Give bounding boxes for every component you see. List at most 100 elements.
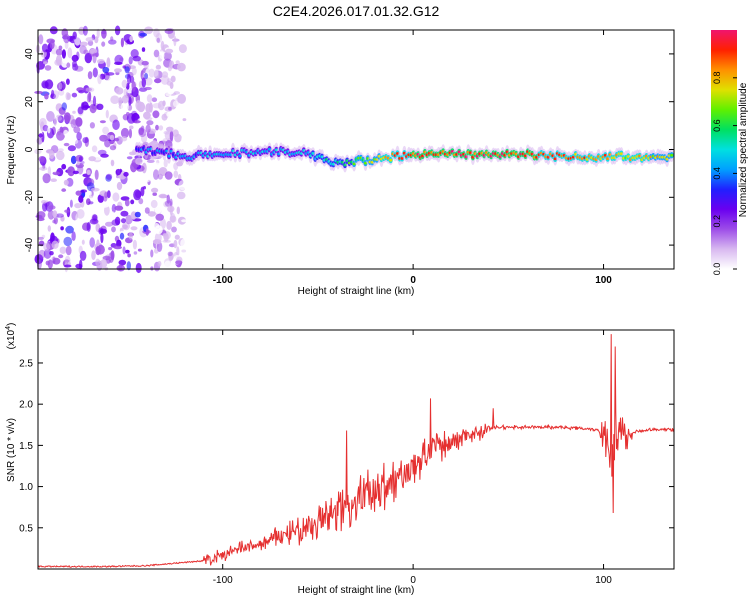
noise-blob — [47, 126, 51, 134]
noise-blob — [157, 260, 162, 267]
noise-blob — [67, 166, 75, 177]
noise-blob — [34, 90, 43, 94]
noise-blob — [61, 49, 66, 59]
noise-blob — [167, 78, 172, 82]
noise-blob — [109, 211, 116, 219]
noise-blob — [60, 217, 65, 221]
noise-blob — [120, 136, 128, 142]
noise-blob — [113, 245, 123, 250]
noise-blob — [155, 213, 164, 221]
noise-blob — [96, 28, 100, 39]
snr-y-scale-prefix: (x10 — [6, 329, 17, 349]
noise-blob — [104, 81, 109, 86]
noise-blob — [105, 174, 112, 182]
noise-blob — [130, 226, 138, 231]
noise-blob — [88, 201, 94, 205]
noise-blob — [152, 61, 156, 65]
figure-title: C2E4.2026.017.01.32.G12 — [273, 3, 440, 19]
noise-blob — [75, 117, 83, 127]
noise-blob — [122, 222, 130, 231]
noise-blob — [174, 234, 180, 240]
noise-blob — [131, 81, 136, 92]
noise-blob — [162, 233, 168, 237]
noise-blob — [100, 259, 108, 269]
noise-blob — [176, 191, 186, 200]
noise-blob — [50, 232, 55, 243]
noise-blob — [176, 206, 180, 215]
y-tick-label: 1.5 — [19, 441, 33, 452]
noise-blob — [112, 119, 120, 131]
noise-blob — [109, 134, 115, 141]
noise-blob — [144, 207, 150, 214]
y-tick-label: 20 — [24, 96, 35, 108]
noise-blob — [59, 126, 64, 133]
noise-blob — [120, 127, 130, 139]
noise-blob — [78, 156, 83, 162]
noise-blob — [106, 190, 111, 199]
noise-blob — [116, 239, 122, 248]
noise-blob — [63, 264, 72, 268]
noise-blob — [76, 132, 82, 141]
noise-blob — [144, 174, 151, 183]
noise-blob — [153, 169, 159, 180]
noise-blob — [71, 139, 79, 145]
spectrogram-x-axis-label: Height of straight line (km) — [298, 286, 415, 297]
noise-blob — [51, 89, 55, 98]
noise-blob — [57, 115, 64, 124]
noise-blob — [122, 242, 129, 248]
x-tick-label: 100 — [595, 275, 612, 286]
noise-blob — [129, 125, 134, 130]
noise-blob — [80, 189, 87, 193]
noise-blob — [102, 255, 111, 261]
noise-blob — [130, 211, 137, 220]
noise-blob — [153, 82, 157, 88]
noise-blob — [79, 250, 87, 261]
noise-blob — [72, 110, 76, 114]
noise-blob — [173, 239, 178, 249]
noise-blob — [91, 145, 98, 153]
noise-blob — [94, 36, 99, 44]
colorbar-tick-label: 0.0 — [712, 263, 722, 276]
noise-blob — [140, 70, 144, 80]
noise-blob — [126, 112, 130, 116]
noise-blob — [82, 105, 91, 109]
noise-blob — [97, 59, 105, 64]
x-tick-label: -100 — [213, 275, 233, 286]
noise-blob — [164, 260, 172, 271]
snr-line — [37, 334, 675, 568]
y-tick-label: 2.0 — [19, 400, 33, 411]
noise-blob — [166, 112, 170, 117]
noise-blob — [99, 73, 106, 80]
noise-blob — [61, 188, 67, 192]
noise-blob — [141, 60, 149, 66]
noise-blob — [71, 54, 79, 62]
noise-blob — [169, 198, 173, 207]
noise-blob — [72, 63, 79, 71]
noise-blob — [69, 199, 73, 208]
snr-x-axis-label: Height of straight line (km) — [298, 585, 415, 596]
noise-blob — [63, 112, 71, 123]
noise-blob — [82, 137, 89, 144]
noise-blob — [159, 51, 165, 60]
noise-blob — [56, 115, 62, 121]
noise-blob — [181, 219, 188, 223]
noise-blob — [114, 205, 124, 211]
noise-blob — [126, 74, 132, 85]
noise-blob — [124, 199, 130, 207]
noise-blob — [131, 110, 138, 118]
noise-blob — [161, 251, 167, 257]
noise-blob — [64, 209, 70, 213]
snr-panel: -100 0 100 0.5 1.0 1.5 2.0 2.5 Height of straig… — [5, 323, 675, 596]
noise-blob — [120, 37, 124, 48]
noise-blob — [159, 182, 164, 187]
snr-y-scale-suffix: ) — [6, 323, 17, 326]
noise-blob — [156, 37, 160, 43]
noise-blob — [151, 97, 158, 102]
noise-blob — [42, 173, 51, 184]
noise-blob — [181, 136, 187, 144]
noise-blob — [168, 251, 174, 262]
noise-blob — [79, 41, 88, 47]
noise-blob — [77, 106, 84, 115]
colorbar-label: Normalized spectral amplitude — [738, 82, 749, 217]
noise-blob — [67, 47, 73, 59]
